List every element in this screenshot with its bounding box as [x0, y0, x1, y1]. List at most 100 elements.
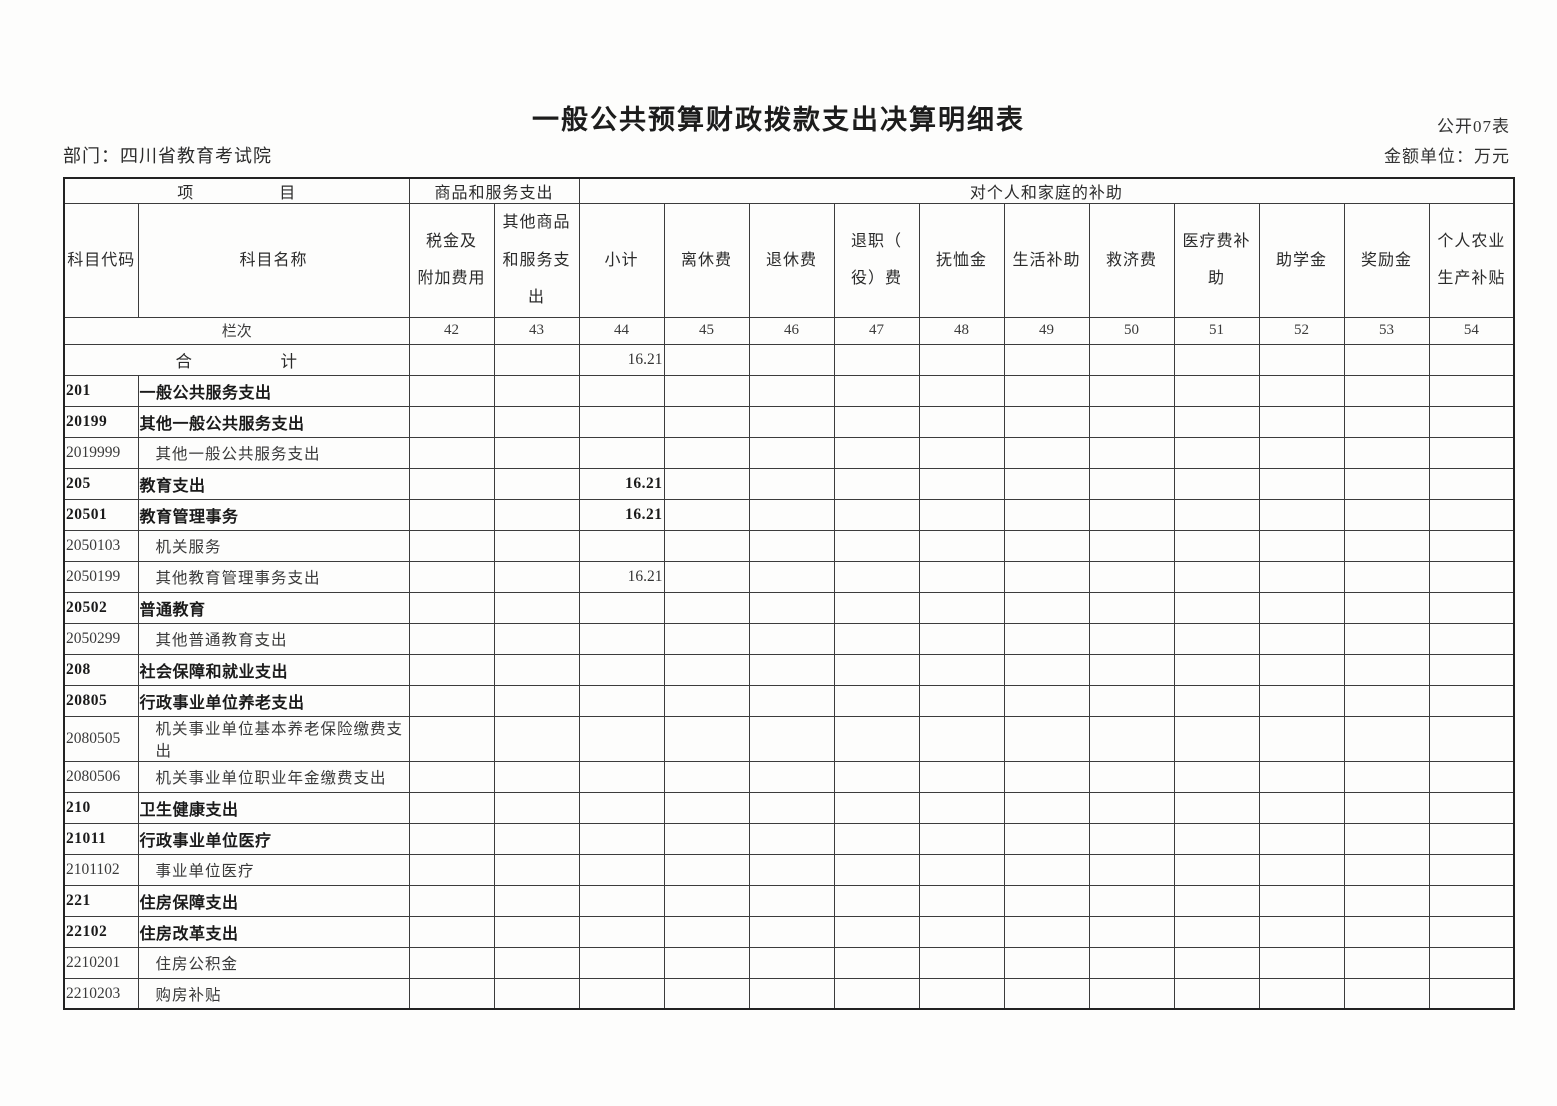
value-cell: [748, 405, 835, 438]
value-cell: [1343, 467, 1430, 500]
table-row: 210 卫生健康支出: [63, 791, 1515, 824]
value-cell: [1173, 560, 1260, 593]
subject-code-cell: 2050299: [63, 622, 139, 655]
value-cell: [493, 791, 580, 824]
value-cell: [1003, 591, 1090, 624]
value-cell: [918, 760, 1005, 793]
column-header: 救济费: [1088, 203, 1175, 318]
subject-name-cell: 购房补贴: [137, 977, 410, 1010]
subject-name-cell: 行政事业单位养老支出: [137, 684, 410, 717]
subject-code-cell: 2080506: [63, 760, 139, 793]
value-cell: 16.21: [578, 467, 665, 500]
value-cell: [748, 822, 835, 855]
value-cell: [918, 529, 1005, 562]
subject-code-cell: 2210203: [63, 977, 139, 1010]
value-cell: [493, 343, 580, 376]
value-cell: [748, 977, 835, 1010]
value-cell: [663, 915, 750, 948]
value-cell: [1088, 436, 1175, 469]
subject-name-cell: 行政事业单位医疗: [137, 822, 410, 855]
value-cell: [918, 622, 1005, 655]
value-cell: [1258, 915, 1345, 948]
subject-name-cell: 卫生健康支出: [137, 791, 410, 824]
goods-services-group-header: 商品和服务支出: [408, 177, 580, 204]
column-header: 奖励金: [1343, 203, 1430, 318]
value-cell: [663, 343, 750, 376]
value-cell: [1173, 498, 1260, 531]
value-cell: [748, 915, 835, 948]
value-cell: [748, 653, 835, 686]
column-number-row: 栏次 42 43 44 45 46 47 48 49 50 51 52 53 5…: [63, 316, 1515, 345]
value-cell: [918, 436, 1005, 469]
column-number: 43: [493, 316, 580, 345]
value-cell: [1003, 405, 1090, 438]
value-cell: [663, 946, 750, 979]
value-cell: [1088, 822, 1175, 855]
subject-code-cell: 2080505: [63, 715, 139, 762]
value-cell: [1173, 715, 1260, 762]
value-cell: [663, 791, 750, 824]
value-cell: [918, 915, 1005, 948]
value-cell: [1428, 760, 1515, 793]
value-cell: [1088, 853, 1175, 886]
value-cell: [1173, 653, 1260, 686]
value-cell: [1173, 884, 1260, 917]
value-cell: [1343, 560, 1430, 593]
value-cell: [1428, 405, 1515, 438]
value-cell: [1088, 374, 1175, 407]
value-cell: [918, 560, 1005, 593]
value-cell: [408, 653, 495, 686]
value-cell: [1003, 436, 1090, 469]
value-cell: [1258, 946, 1345, 979]
value-cell: [663, 760, 750, 793]
value-cell: [1003, 884, 1090, 917]
value-cell: [748, 343, 835, 376]
subject-name-cell: 机关事业单位职业年金缴费支出: [137, 760, 410, 793]
value-cell: [1088, 884, 1175, 917]
value-cell: [578, 915, 665, 948]
value-cell: [748, 684, 835, 717]
value-cell: [748, 591, 835, 624]
value-cell: [833, 343, 920, 376]
value-cell: [833, 884, 920, 917]
table-row: 208 社会保障和就业支出: [63, 653, 1515, 686]
value-cell: [833, 653, 920, 686]
value-cell: [1343, 884, 1430, 917]
value-cell: [1343, 715, 1430, 762]
value-cell: [1258, 622, 1345, 655]
table-row: 221 住房保障支出: [63, 884, 1515, 917]
value-cell: [918, 467, 1005, 500]
value-cell: [1173, 529, 1260, 562]
subject-name-cell: 教育管理事务: [137, 498, 410, 531]
value-cell: [1088, 977, 1175, 1010]
value-cell: [1003, 684, 1090, 717]
value-cell: [748, 374, 835, 407]
column-header: 离休费: [663, 203, 750, 318]
table-row: 2210201 住房公积金: [63, 946, 1515, 979]
value-cell: [408, 343, 495, 376]
value-cell: [408, 822, 495, 855]
value-cell: [1343, 853, 1430, 886]
value-cell: [748, 760, 835, 793]
value-cell: [1428, 684, 1515, 717]
value-cell: [1428, 498, 1515, 531]
subject-code-cell: 20199: [63, 405, 139, 438]
column-number: 45: [663, 316, 750, 345]
value-cell: [663, 622, 750, 655]
value-cell: [408, 977, 495, 1010]
value-cell: [1088, 760, 1175, 793]
subject-code-cell: 2101102: [63, 853, 139, 886]
table-row: 2050103 机关服务: [63, 529, 1515, 562]
value-cell: [1003, 791, 1090, 824]
value-cell: [408, 622, 495, 655]
column-number: 46: [748, 316, 835, 345]
column-header: 抚恤金: [918, 203, 1005, 318]
value-cell: [1258, 884, 1345, 917]
value-cell: [1003, 853, 1090, 886]
value-cell: [1258, 715, 1345, 762]
value-cell: [1343, 791, 1430, 824]
value-cell: [578, 791, 665, 824]
value-cell: [1428, 591, 1515, 624]
subject-name-cell: 一般公共服务支出: [137, 374, 410, 407]
